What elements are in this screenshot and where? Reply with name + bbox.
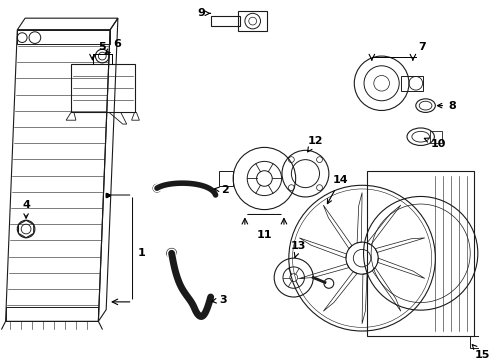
Text: 13: 13 bbox=[291, 242, 306, 257]
Text: 12: 12 bbox=[307, 136, 323, 152]
Circle shape bbox=[167, 248, 176, 258]
Text: 6: 6 bbox=[105, 39, 121, 54]
Text: 11: 11 bbox=[257, 230, 272, 240]
Text: 1: 1 bbox=[137, 248, 145, 258]
Text: 14: 14 bbox=[327, 175, 348, 204]
Text: 8: 8 bbox=[438, 101, 456, 111]
Text: 9: 9 bbox=[197, 8, 210, 18]
Text: 7: 7 bbox=[419, 42, 426, 52]
Text: 5: 5 bbox=[98, 42, 106, 52]
Text: 3: 3 bbox=[212, 295, 227, 305]
Text: 2: 2 bbox=[215, 185, 229, 195]
Text: 15: 15 bbox=[472, 345, 490, 360]
Text: 4: 4 bbox=[22, 200, 30, 218]
Circle shape bbox=[153, 184, 161, 192]
Text: 10: 10 bbox=[424, 138, 446, 149]
